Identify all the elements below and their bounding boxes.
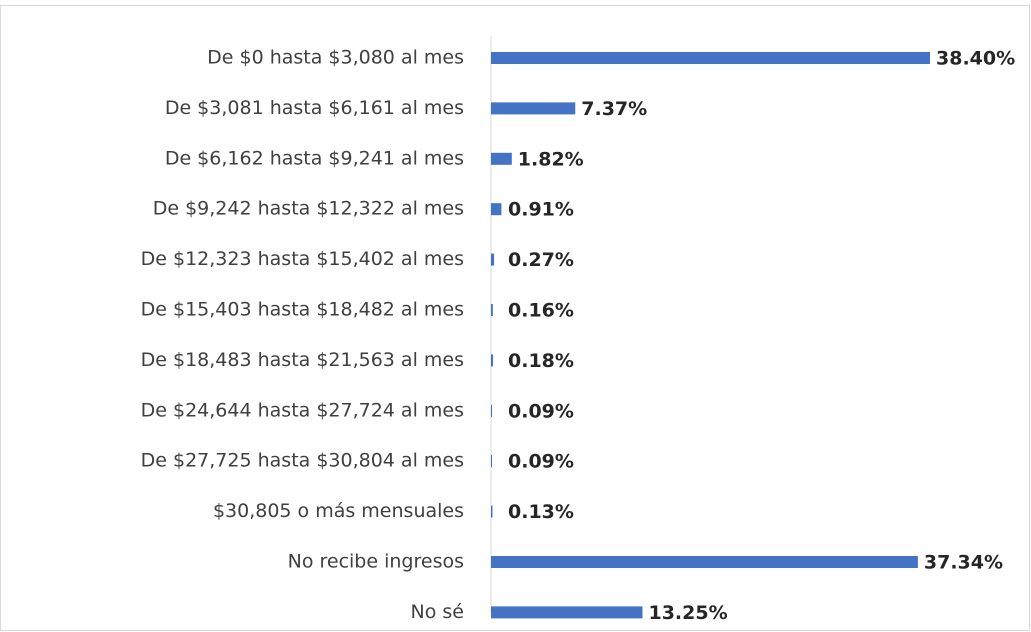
bar <box>491 52 930 64</box>
bar <box>491 253 495 266</box>
value-label: 38.40% <box>936 48 1015 70</box>
value-label: 0.27% <box>508 249 574 271</box>
category-label: De $9,242 hasta $12,322 al mes <box>153 198 464 220</box>
bar <box>491 505 493 518</box>
bar <box>491 152 512 165</box>
bar <box>491 455 493 468</box>
bar <box>491 606 643 619</box>
value-label: 0.13% <box>508 501 574 523</box>
bar <box>491 203 502 216</box>
value-label: 0.09% <box>508 400 574 422</box>
category-label: De $27,725 hasta $30,804 al mes <box>141 450 464 472</box>
bar <box>491 404 493 417</box>
category-label: No sé <box>411 601 464 623</box>
value-label: 37.34% <box>924 552 1003 574</box>
value-label: 0.91% <box>508 199 574 221</box>
category-label: De $3,081 hasta $6,161 al mes <box>165 97 464 119</box>
category-label: De $6,162 hasta $9,241 al mes <box>165 147 464 169</box>
category-label: De $18,483 hasta $21,563 al mes <box>141 349 464 371</box>
bar <box>491 102 576 115</box>
value-label: 13.25% <box>648 602 727 624</box>
category-label: De $0 hasta $3,080 al mes <box>207 47 464 69</box>
value-label: 0.16% <box>508 300 574 322</box>
value-label: 0.18% <box>508 350 574 372</box>
category-label: De $12,323 hasta $15,402 al mes <box>141 248 464 270</box>
category-label: No recibe ingresos <box>288 551 464 573</box>
value-label: 1.82% <box>518 148 584 170</box>
value-label: 0.09% <box>508 451 574 473</box>
bar <box>491 304 493 316</box>
bar <box>491 354 494 367</box>
category-label: De $24,644 hasta $27,724 al mes <box>141 399 464 421</box>
bar <box>491 556 918 568</box>
value-label: 7.37% <box>581 98 647 120</box>
category-label: $30,805 o más mensuales <box>213 500 464 522</box>
chart-border <box>0 5 1030 631</box>
category-label: De $15,403 hasta $18,482 al mes <box>141 299 464 321</box>
